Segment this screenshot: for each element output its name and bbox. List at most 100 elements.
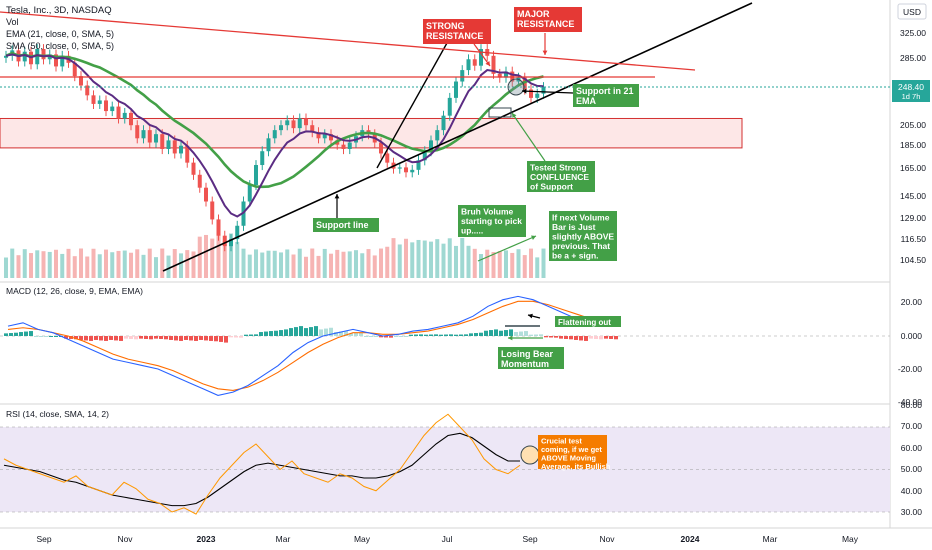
rsi-highlight-circle [520,445,540,465]
callout-next-volume [549,211,617,261]
volume-bar [535,257,540,278]
volume-bar [297,248,302,278]
volume-bar [529,248,533,278]
volume-bar [354,250,358,278]
candle-body [160,134,165,150]
confluence-box [488,107,512,118]
macd-histogram-bar [344,331,348,336]
macd-histogram-bar [244,334,248,336]
arrow-line [477,235,537,262]
macd-histogram-bar [329,327,333,336]
macd-histogram-bar [294,327,298,336]
candle-body [179,145,183,154]
macd-histogram-bar [129,336,133,339]
volume-bar [316,255,321,278]
macd-histogram-bar [174,336,178,341]
candle-body [291,120,296,129]
macd-line [7,295,609,396]
macd-histogram-bar [584,336,588,341]
candle-body [204,187,208,202]
volume-bar [122,250,127,278]
volume-bar [35,250,40,278]
candle-body [79,76,83,86]
candle-body [460,70,465,82]
macd-histogram-bar [89,336,93,341]
volume-bar [172,249,177,278]
volume-bar [135,249,140,278]
candle-body [441,115,446,131]
macd-histogram-bar [209,336,213,341]
rsi-line [3,413,521,515]
callout-text: STRONG RESISTANCE [426,21,483,41]
macd-histogram-bar [389,336,393,338]
rsi-axis-label: 70.00 [901,421,923,431]
support-trendline [162,2,753,272]
rsi-title: RSI (14, close, SMA, 14, 2) [6,409,109,419]
volume-bar [191,251,196,278]
macd-axis-label: 0.000 [901,331,923,341]
candle-body [216,219,221,236]
volume-bar [66,248,71,278]
volume-bar [154,257,158,278]
volume-bar [460,238,465,278]
macd-histogram-bar [19,332,23,336]
macd-histogram-bar [439,334,443,336]
arrow-line [511,112,546,162]
candle-body [379,142,383,154]
volume-bar [16,255,21,278]
volume-bar [110,252,115,278]
price-axis-label: 325.00 [900,28,926,38]
macd-histogram-bar [194,336,198,341]
volume-bar [72,256,77,278]
macd-histogram-bar [484,330,488,336]
macd-histogram-bar [274,330,278,336]
candle-body [454,81,458,98]
callout-text: Tested Strong CONFLUENCE of Support [530,163,589,192]
macd-histogram-bar [534,334,538,336]
macd-histogram-bar [39,336,43,337]
currency-button[interactable] [897,3,927,20]
macd-histogram-bar [499,330,503,336]
candle-body [104,100,108,112]
ema-line [5,53,544,218]
time-axis-label: 2024 [681,534,700,544]
volume-bar [472,248,477,278]
macd-histogram-bar [214,336,218,342]
rsi-axis-label: 30.00 [901,507,923,517]
callout-support-line [313,218,379,232]
volume-bar [97,254,102,278]
volume-bar [160,248,165,278]
macd-histogram-bar [9,333,13,336]
candle-body [479,49,483,66]
macd-histogram-bar [459,334,463,336]
arrow-head [334,194,340,199]
volume-bar [372,255,377,278]
candle-body [166,140,171,150]
legend-ema: EMA (21, close, 0, SMA, 5) [6,29,114,39]
volume-bar [210,238,215,278]
candle-body [197,174,202,188]
time-axis-label: 2023 [197,534,216,544]
macd-histogram-bar [504,330,508,336]
macd-histogram-bar [394,336,398,337]
macd-histogram-bar [269,331,273,336]
arrow-head [542,50,548,55]
macd-histogram-bar [589,336,593,339]
callout-text: If next Volume Bar is Just slightly ABOVE p… [552,213,614,261]
volume-bar [391,238,396,278]
candle-body [285,120,290,126]
volume-bar [279,252,283,278]
time-axis-label: May [842,534,859,544]
volume-bar [129,252,133,278]
macd-axis-label: -20.00 [898,364,922,374]
volume-bar [347,251,352,278]
macd-histogram-bar [239,336,243,338]
volume-bar [222,240,227,278]
volume-bar [260,252,265,278]
candle-body [447,97,452,116]
time-axis-label: Sep [36,534,51,544]
macd-histogram-bar [424,334,428,336]
macd-histogram-bar [229,336,233,338]
time-axis-label: Nov [117,534,133,544]
